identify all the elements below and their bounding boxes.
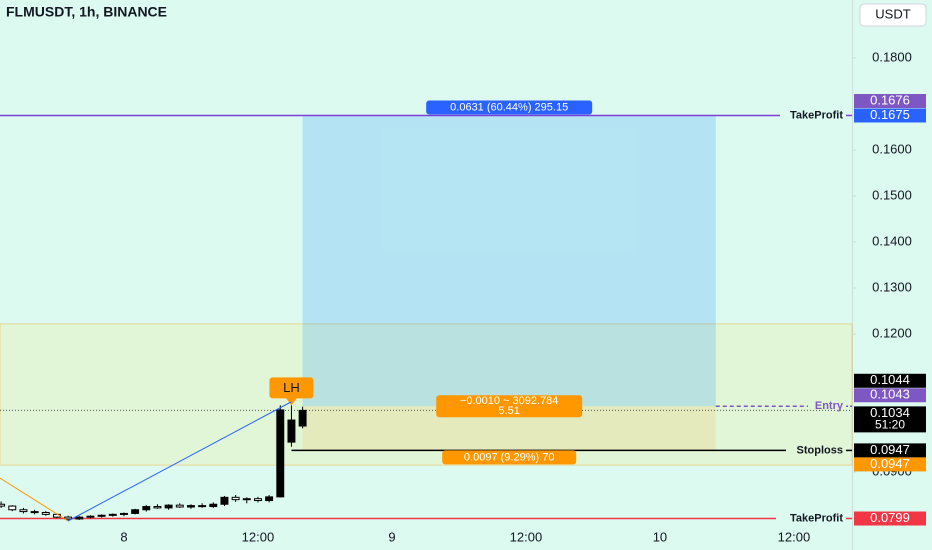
candle-body: [298, 409, 307, 427]
candle-body: [153, 506, 162, 509]
candle-body: [198, 505, 207, 508]
chart-title: FLMUSDT, 1h, BINANCE: [6, 4, 167, 20]
trend-line: [67, 401, 292, 522]
price-label-box: [854, 443, 926, 458]
candle-body: [164, 504, 173, 509]
candle-body: [30, 511, 39, 514]
line-label: Entry: [815, 400, 844, 412]
stop-label: 0.0097 (9.29%) 70: [464, 451, 555, 463]
candle-body: [41, 512, 50, 515]
x-tick-label: 12:00: [510, 529, 543, 544]
candle-body: [209, 503, 218, 508]
line-label: TakeProfit: [790, 512, 843, 524]
target-label: 0.0631 (60.44%) 295.15: [450, 101, 568, 113]
price-label-box: [854, 457, 926, 472]
price-label: 0.1043: [870, 387, 910, 402]
currency[interactable]: USDT: [875, 6, 910, 21]
candle-body: [86, 515, 95, 518]
price-label-box: [854, 388, 926, 403]
candle-body: [131, 509, 140, 514]
candle-body: [0, 503, 6, 507]
currency-button[interactable]: [859, 3, 927, 27]
center-label-box: [436, 395, 583, 418]
line-label: TakeProfit: [790, 109, 843, 121]
candle-body: [220, 496, 229, 505]
annotation-label: LH: [283, 380, 300, 395]
x-tick-label: 10: [653, 529, 667, 544]
price-label: 0.1034: [870, 405, 910, 420]
annotation-box: [269, 377, 314, 399]
price-label-box: [854, 108, 926, 123]
candle-body: [8, 505, 17, 511]
target-label-box: [426, 100, 593, 115]
y-tick-label: 0.1300: [872, 279, 912, 294]
y-tick-label: 0.1500: [872, 187, 912, 202]
candle-body: [142, 506, 151, 511]
annotation-pointer: [285, 397, 298, 406]
price-label-box: [854, 406, 926, 433]
price-label: 0.1044: [870, 372, 910, 387]
candle-body: [75, 516, 84, 520]
x-tick-label: 8: [120, 529, 127, 544]
candle-body: [265, 496, 274, 502]
candle-body: [19, 509, 28, 513]
candle-body: [64, 516, 73, 520]
price-label: 0.0799: [870, 510, 910, 525]
candle-body: [108, 513, 117, 516]
y-tick-label: 0.1600: [872, 141, 912, 156]
candle-body: [97, 514, 106, 517]
candle-body: [253, 498, 262, 502]
candle-body: [231, 496, 240, 501]
zone: [0, 323, 853, 466]
candle-body: [119, 512, 128, 515]
y-tick-label: 0.1200: [872, 325, 912, 340]
center-label: −0.0010 ~ 3092.784: [460, 395, 558, 407]
price-label: 0.1675: [870, 107, 910, 122]
price-label: 0.0947: [870, 456, 910, 471]
price-label: 0.0947: [870, 442, 910, 457]
stop-label-box: [442, 450, 577, 465]
x-tick-label: 9: [388, 529, 395, 544]
price-label-box: [854, 511, 926, 526]
candle-body: [186, 505, 195, 508]
price-label-box: [854, 373, 926, 388]
x-tick-label: 12:00: [242, 529, 275, 544]
x-tick-label: 12:00: [778, 529, 811, 544]
price-label: 0.1676: [870, 92, 910, 107]
price-countdown: 51:20: [875, 418, 905, 432]
line-label: Stoploss: [797, 444, 843, 456]
y-tick-label: 0.1400: [872, 233, 912, 248]
candle-body: [175, 504, 184, 508]
candle-body: [287, 419, 296, 443]
candle-body: [276, 409, 285, 498]
price-label-box: [854, 94, 926, 109]
y-tick-label: 0.1800: [872, 49, 912, 64]
target-box: [302, 115, 716, 407]
center-label: 5.51: [498, 405, 519, 417]
candle-body: [242, 498, 251, 501]
trend-line: [0, 477, 69, 522]
